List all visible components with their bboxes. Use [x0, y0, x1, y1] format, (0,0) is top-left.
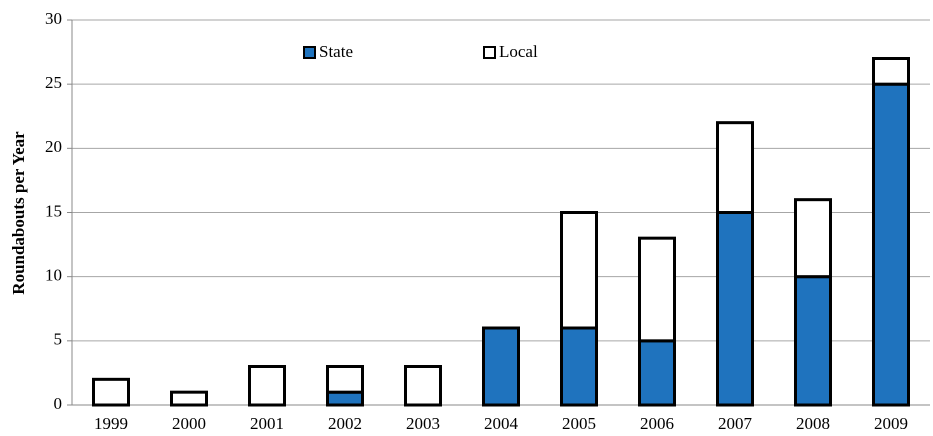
bar-segment [794, 198, 832, 279]
bar-segment [560, 211, 598, 330]
bar-segment [716, 211, 754, 407]
bar-segment [716, 121, 754, 214]
bar-segment [248, 365, 286, 407]
x-tick-label: 2007 [718, 414, 753, 433]
x-tick-label: 2003 [406, 414, 440, 433]
y-tick-label: 10 [45, 266, 62, 285]
bar-segment [638, 339, 676, 407]
y-tick-label: 30 [45, 9, 62, 28]
bar-segment [326, 390, 364, 407]
y-tick-label: 0 [54, 394, 63, 413]
y-axis-title: Roundabouts per Year [9, 131, 28, 295]
y-tick-label: 15 [45, 201, 62, 220]
bar-segment [326, 365, 364, 394]
legend-swatch [483, 46, 496, 59]
x-tick-label: 1999 [94, 414, 128, 433]
legend-label: Local [499, 42, 538, 61]
bar-segment [872, 82, 910, 407]
x-tick-label: 2005 [562, 414, 596, 433]
y-tick-label: 5 [54, 330, 63, 349]
bar-segment [482, 326, 520, 407]
y-tick-label: 20 [45, 137, 62, 156]
bar-segment [404, 365, 442, 407]
bar-segment [794, 275, 832, 407]
bar-segment [170, 390, 208, 407]
bar-segment [872, 57, 910, 86]
legend-label: State [319, 42, 353, 61]
legend-swatch [303, 46, 316, 59]
bar-segment [638, 236, 676, 343]
y-tick-label: 25 [45, 73, 62, 92]
x-tick-label: 2008 [796, 414, 830, 433]
x-tick-label: 2004 [484, 414, 519, 433]
bar-segment [92, 377, 130, 407]
x-tick-label: 2001 [250, 414, 284, 433]
x-tick-label: 2006 [640, 414, 674, 433]
bar-segment [560, 326, 598, 407]
x-tick-label: 2009 [874, 414, 908, 433]
x-tick-label: 2000 [172, 414, 206, 433]
x-tick-label: 2002 [328, 414, 362, 433]
